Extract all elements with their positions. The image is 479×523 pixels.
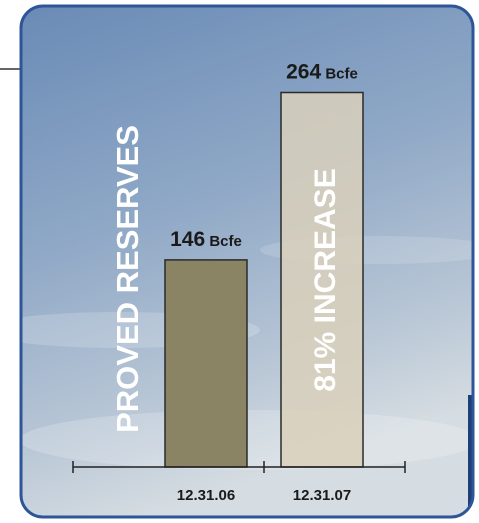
y-axis-label: PROVED RESERVES	[110, 125, 145, 433]
value-number: 264	[286, 61, 321, 84]
corner-shape	[468, 395, 473, 517]
marks	[164, 91, 364, 468]
bar	[164, 259, 248, 468]
bar	[280, 91, 364, 468]
value-label: 146 Bcfe	[170, 228, 242, 251]
x-tick-label: 12.31.07	[293, 487, 351, 504]
value-label: 264 Bcfe	[286, 61, 358, 84]
value-number: 146	[170, 228, 205, 251]
annotation: 81% INCREASE	[309, 168, 342, 391]
panel-border	[19, 4, 475, 519]
value-unit: Bcfe	[209, 233, 242, 250]
cloud	[21, 410, 473, 470]
value-unit: Bcfe	[325, 66, 358, 83]
x-tick-label: 12.31.06	[177, 487, 235, 504]
